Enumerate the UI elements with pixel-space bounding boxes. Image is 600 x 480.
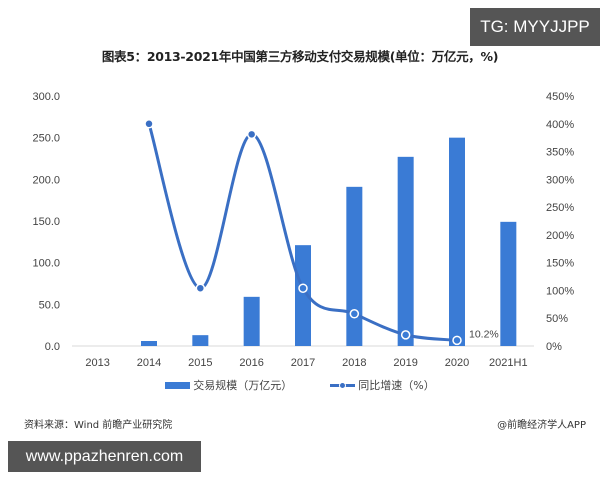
growth-line bbox=[147, 122, 459, 342]
right-y-axis: 0% 50% 100% 150% 200% 250% 300% 350% 400% 450% bbox=[546, 91, 574, 353]
legend-item-line: 同比增速（%） bbox=[330, 377, 435, 393]
x-tick-label: 2016 bbox=[239, 357, 263, 369]
bar-swatch-icon bbox=[165, 381, 191, 389]
right-tick-label: 450% bbox=[546, 91, 574, 103]
bar bbox=[346, 186, 363, 346]
left-tick-label: 50.0 bbox=[39, 299, 60, 311]
right-tick-label: 200% bbox=[546, 230, 574, 242]
x-axis: 2013 2014 2015 2016 2017 2018 2019 2020 2021H1 bbox=[85, 357, 527, 369]
source-note: 资料来源：Wind 前瞻产业研究院 bbox=[24, 420, 173, 431]
bar-series bbox=[141, 137, 517, 346]
line-marker bbox=[400, 330, 411, 340]
right-tick-label: 150% bbox=[546, 258, 574, 270]
right-tick-label: 100% bbox=[546, 285, 574, 297]
legend-line-label: 同比增速（%） bbox=[358, 379, 435, 392]
bar bbox=[295, 245, 311, 346]
line-swatch-icon bbox=[330, 380, 356, 390]
right-tick-label: 250% bbox=[546, 202, 574, 214]
line-marker bbox=[298, 283, 308, 293]
x-tick-label: 2020 bbox=[445, 357, 469, 369]
right-tick-label: 300% bbox=[546, 174, 574, 186]
line-marker bbox=[195, 283, 206, 293]
x-tick-label: 2014 bbox=[137, 357, 161, 369]
right-tick-label: 350% bbox=[546, 147, 574, 159]
bar bbox=[243, 296, 260, 346]
x-tick-label: 2013 bbox=[85, 357, 109, 369]
right-tick-label: 400% bbox=[546, 119, 574, 131]
x-tick-label: 2017 bbox=[291, 357, 315, 369]
bar bbox=[397, 156, 414, 346]
bar bbox=[192, 335, 209, 346]
legend-bar-label: 交易规模（万亿元） bbox=[193, 379, 293, 392]
right-tick-label: 50% bbox=[546, 313, 568, 325]
legend-item-bar: 交易规模（万亿元） bbox=[165, 377, 292, 393]
right-tick-label: 0% bbox=[546, 341, 562, 353]
left-tick-label: 150.0 bbox=[32, 216, 60, 228]
left-y-axis: 0.0 50.0 100.0 150.0 200.0 250.0 300.0 bbox=[32, 91, 60, 353]
bar bbox=[449, 137, 465, 346]
x-tick-label: 2015 bbox=[188, 357, 212, 369]
left-tick-label: 250.0 bbox=[32, 133, 60, 145]
chart-plot: 0.0 50.0 100.0 150.0 200.0 250.0 300.0 0% 50% 10… bbox=[32, 91, 574, 369]
left-tick-label: 300.0 bbox=[32, 91, 60, 103]
x-tick-label: 2021H1 bbox=[489, 357, 528, 369]
line-marker bbox=[452, 335, 462, 346]
chart-title: 图表5：2013-2021年中国第三方移动支付交易规模(单位：万亿元，%) bbox=[101, 49, 499, 64]
left-tick-label: 100.0 bbox=[32, 258, 60, 270]
data-annotations: 10.2% bbox=[469, 328, 499, 340]
bar bbox=[500, 221, 517, 346]
credit-note: @前瞻经济学人APP bbox=[497, 420, 586, 431]
left-tick-label: 0.0 bbox=[45, 341, 60, 353]
watermark-badge-top: TG: MYYJJPP bbox=[470, 8, 600, 46]
x-tick-label: 2019 bbox=[393, 357, 417, 369]
bar bbox=[141, 341, 157, 346]
chart-legend: 交易规模（万亿元） 同比增速（%） bbox=[0, 377, 600, 393]
x-tick-label: 2018 bbox=[342, 357, 366, 369]
line-marker bbox=[144, 119, 154, 129]
left-tick-label: 200.0 bbox=[32, 174, 60, 186]
watermark-badge-bottom: www.ppazhenren.com bbox=[8, 441, 201, 472]
data-label: 10.2% bbox=[469, 328, 499, 340]
line-markers bbox=[144, 119, 462, 346]
line-marker bbox=[246, 129, 257, 140]
line-marker bbox=[349, 309, 360, 319]
